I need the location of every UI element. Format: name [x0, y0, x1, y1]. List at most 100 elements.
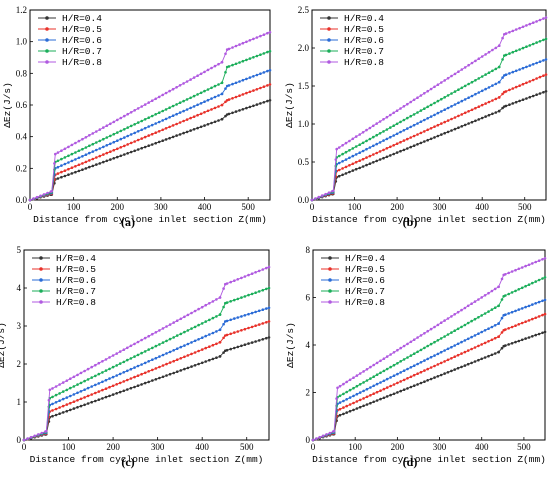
data-point	[86, 367, 90, 371]
data-point	[143, 145, 147, 149]
data-point	[470, 94, 474, 98]
data-point	[504, 90, 508, 93]
data-point	[158, 343, 161, 346]
data-point	[225, 319, 229, 323]
data-point	[443, 131, 447, 135]
data-point	[175, 370, 179, 374]
data-point	[77, 139, 81, 143]
data-point	[150, 132, 154, 136]
data-point	[175, 334, 179, 337]
data-point	[402, 358, 406, 361]
data-point	[108, 385, 111, 389]
data-point	[126, 134, 129, 138]
data-point	[119, 154, 123, 158]
data-point	[355, 374, 359, 377]
data-point	[108, 367, 111, 371]
legend-marker	[327, 27, 331, 31]
data-point	[443, 349, 446, 352]
data-point	[463, 323, 467, 327]
data-point	[514, 324, 517, 328]
data-point	[204, 360, 207, 363]
data-point	[140, 383, 143, 386]
data-point	[416, 383, 419, 386]
data-point	[65, 379, 69, 383]
data-point	[409, 375, 413, 379]
data-point	[351, 147, 355, 150]
data-point	[150, 114, 154, 118]
data-point	[90, 400, 93, 404]
data-point	[98, 128, 102, 131]
data-point	[227, 98, 231, 101]
data-point	[65, 388, 69, 392]
legend-label: H/R=0.7	[344, 46, 384, 57]
legend-label: H/R=0.8	[345, 297, 385, 308]
data-point	[129, 150, 133, 154]
data-point	[542, 91, 545, 94]
data-point	[147, 101, 150, 104]
data-point	[491, 69, 494, 73]
data-point	[463, 364, 467, 367]
data-point	[150, 123, 154, 127]
data-point	[538, 60, 542, 63]
data-point	[33, 434, 36, 438]
data-point	[436, 363, 440, 366]
data-point	[409, 340, 413, 344]
data-point	[122, 371, 126, 374]
data-point	[361, 149, 365, 153]
x-tick-label: 100	[62, 442, 76, 452]
data-point	[168, 116, 171, 119]
data-point	[158, 365, 161, 369]
data-point	[186, 313, 190, 317]
data-point	[218, 313, 222, 316]
data-point	[122, 380, 126, 383]
data-point	[426, 367, 430, 371]
data-point	[396, 391, 399, 394]
data-point	[362, 370, 365, 373]
data-point	[215, 342, 218, 346]
data-point	[409, 385, 413, 389]
data-point	[382, 369, 386, 373]
data-point	[456, 353, 460, 357]
data-point	[231, 46, 234, 49]
data-point	[74, 158, 77, 161]
data-point	[517, 339, 521, 343]
data-point	[348, 396, 352, 399]
data-point	[111, 393, 115, 396]
data-point	[58, 399, 61, 403]
data-point	[126, 369, 129, 373]
data-point	[197, 362, 200, 366]
data-point	[154, 113, 157, 116]
data-point	[412, 364, 416, 368]
data-point	[362, 404, 365, 408]
data-point	[200, 322, 204, 325]
data-point	[521, 25, 525, 29]
data-point	[111, 354, 115, 357]
data-point	[136, 148, 140, 151]
data-point	[79, 371, 83, 375]
data-point	[199, 91, 203, 95]
data-point	[399, 107, 402, 110]
data-point	[484, 102, 487, 105]
data-point	[210, 66, 213, 70]
data-point	[453, 90, 457, 93]
data-point	[365, 368, 369, 371]
data-point	[504, 104, 508, 108]
data-point	[399, 360, 403, 363]
data-point	[440, 133, 443, 136]
data-point	[382, 118, 385, 121]
data-point	[265, 321, 268, 324]
data-point	[95, 141, 98, 144]
data-point	[361, 157, 365, 161]
data-point	[88, 151, 91, 155]
data-point	[136, 374, 140, 378]
data-point	[217, 94, 220, 97]
data-point	[164, 127, 168, 130]
y-tick-label: 0.6	[16, 100, 28, 110]
data-point	[395, 132, 399, 136]
data-point	[440, 122, 443, 125]
data-point	[60, 164, 63, 167]
data-point	[262, 85, 266, 88]
data-point	[54, 407, 58, 411]
y-tick-label: 0.8	[16, 68, 28, 78]
data-point	[487, 113, 491, 117]
